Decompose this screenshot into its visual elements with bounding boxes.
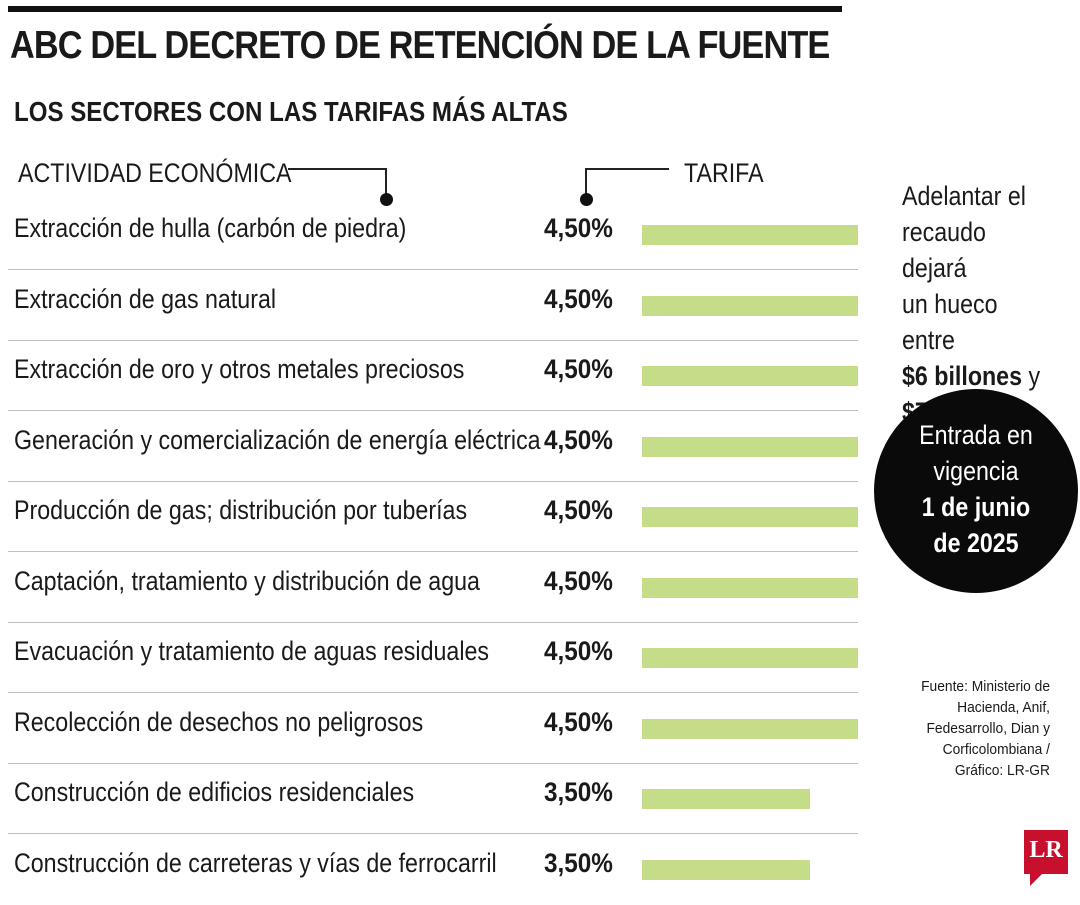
- category-label: Captación, tratamiento y distribución de…: [14, 565, 480, 596]
- data-label: 4,50%: [544, 283, 613, 314]
- chart-row: Extracción de gas natural 4,50%: [8, 271, 858, 341]
- data-label: 4,50%: [544, 495, 613, 525]
- source-line: Fedesarrollo, Dian y: [926, 720, 1050, 737]
- source-line: Fuente: Ministerio de: [921, 678, 1050, 695]
- rate-column-header: TARIFA: [684, 158, 764, 188]
- category-label: Generación y comercialización de energía…: [14, 424, 541, 455]
- data-label: 4,50%: [544, 565, 613, 596]
- data-label: 4,50%: [544, 354, 613, 384]
- row-divider: [8, 692, 858, 693]
- data-label: 4,50%: [544, 636, 613, 666]
- rate-leader-drop: [585, 168, 587, 196]
- chart-row: Construcción de edificios residenciales 3…: [8, 764, 858, 834]
- source-line: Corficolombiana /: [942, 741, 1050, 758]
- activity-column-header: ACTIVIDAD ECONÓMICA: [18, 158, 292, 188]
- row-divider: [8, 762, 858, 764]
- category-label: Extracción de hulla (carbón de piedra): [14, 213, 407, 243]
- data-label: 4,50%: [544, 424, 613, 455]
- source-note: Fuente: Ministerio de Hacienda, Anif, Fe…: [884, 676, 1050, 781]
- badge-date: 1 de junio: [921, 492, 1031, 522]
- source-line: Hacienda, Anif,: [957, 699, 1050, 716]
- chart-row: Extracción de oro y otros metales precio…: [8, 341, 858, 411]
- bar: [642, 295, 858, 316]
- activity-leader-drop: [385, 168, 387, 196]
- row-divider: [8, 269, 858, 270]
- chart-row: Construcción de carreteras y vías de fer…: [8, 835, 858, 905]
- bar: [642, 225, 858, 245]
- bar: [642, 366, 858, 386]
- activity-leader-line: [288, 168, 386, 170]
- badge-line: vigencia: [933, 456, 1019, 486]
- row-divider: [8, 833, 858, 834]
- chart-row: Generación y comercialización de energía…: [8, 412, 858, 482]
- bar: [642, 577, 858, 598]
- badge-line: Entrada en: [919, 420, 1033, 450]
- chart-row: Extracción de hulla (carbón de piedra) 4,…: [8, 200, 858, 270]
- bar: [642, 507, 858, 527]
- data-label: 3,50%: [544, 847, 613, 878]
- chart-row: Evacuación y tratamiento de aguas residu…: [8, 623, 858, 693]
- data-label: 4,50%: [544, 706, 613, 737]
- bar: [642, 648, 858, 668]
- rate-leader-dot: [580, 193, 593, 206]
- top-rule: [8, 6, 842, 12]
- activity-leader-dot: [380, 193, 393, 206]
- chart-row: Recolección de desechos no peligrosos 4,5…: [8, 694, 858, 764]
- side-note-connector: y: [1022, 361, 1041, 391]
- category-label: Construcción de edificios residenciales: [14, 777, 415, 807]
- side-note-line: un hueco entre: [902, 289, 998, 355]
- row-divider: [8, 410, 858, 411]
- category-label: Construcción de carreteras y vías de fer…: [14, 847, 497, 878]
- source-line: Gráfico: LR-GR: [954, 762, 1050, 779]
- row-divider: [8, 551, 858, 552]
- side-note-amount-low: $6 billones: [902, 361, 1023, 391]
- category-label: Evacuación y tratamiento de aguas residu…: [14, 636, 490, 666]
- bar: [642, 789, 810, 809]
- row-divider: [8, 621, 858, 623]
- side-note-line: recaudo dejará: [902, 217, 986, 283]
- data-label: 3,50%: [544, 777, 613, 807]
- row-divider: [8, 339, 858, 341]
- bar: [642, 859, 810, 880]
- logo-text: LR: [1029, 837, 1063, 863]
- chart-subtitle: LOS SECTORES CON LAS TARIFAS MÁS ALTAS: [14, 96, 568, 127]
- category-label: Recolección de desechos no peligrosos: [14, 706, 424, 737]
- chart-row: Producción de gas; distribución por tube…: [8, 482, 858, 552]
- category-label: Extracción de gas natural: [14, 283, 277, 314]
- category-label: Extracción de oro y otros metales precio…: [14, 354, 465, 384]
- row-divider: [8, 480, 858, 482]
- lr-logo: LR: [1024, 830, 1068, 886]
- category-label: Producción de gas; distribución por tube…: [14, 495, 468, 525]
- bar: [642, 718, 858, 739]
- bar: [642, 436, 858, 457]
- page-title: ABC DEL DECRETO DE RETENCIÓN DE LA FUENT…: [10, 24, 830, 67]
- data-label: 4,50%: [544, 213, 613, 243]
- side-note-line: Adelantar el: [902, 181, 1026, 211]
- effective-date-badge: Entrada en vigencia 1 de junio de 2025: [874, 389, 1078, 593]
- chart-row: Captación, tratamiento y distribución de…: [8, 553, 858, 623]
- rate-leader-line: [585, 168, 669, 170]
- badge-year: de 2025: [933, 528, 1019, 558]
